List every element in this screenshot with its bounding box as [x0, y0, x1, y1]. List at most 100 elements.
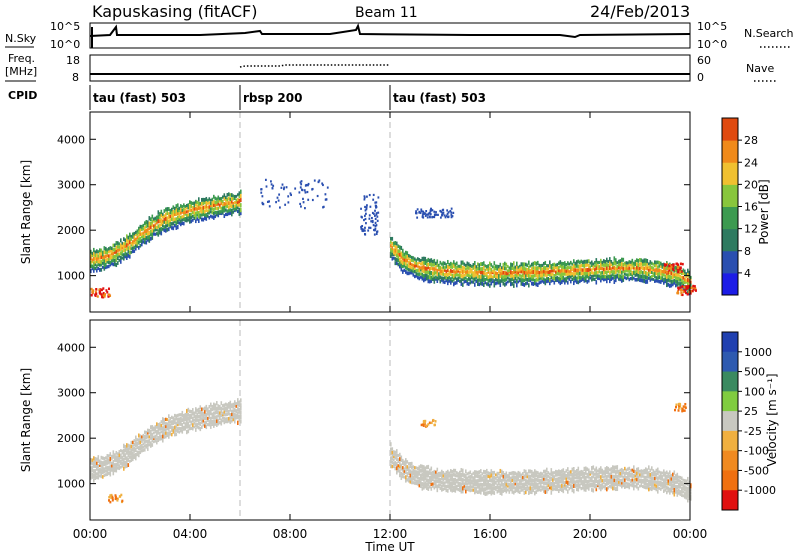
echo-cell — [187, 412, 190, 417]
echo-cell — [115, 257, 118, 263]
echo-cell — [142, 438, 145, 442]
echo-cell — [594, 271, 596, 275]
echo-cell — [414, 274, 416, 279]
echo-cell — [159, 422, 161, 426]
echo-cell — [553, 273, 556, 278]
echo-cell — [486, 477, 488, 482]
echo-cell — [582, 472, 584, 476]
echo-cell — [180, 211, 182, 215]
echo-cell — [603, 277, 605, 282]
echo-cell — [168, 212, 170, 217]
echo-cell — [405, 250, 407, 255]
echo-cell — [172, 426, 175, 430]
scatter-cell — [368, 193, 371, 197]
echo-cell — [157, 224, 160, 229]
echo-cell — [453, 269, 455, 274]
echo-cell — [225, 419, 227, 424]
echo-cell — [399, 461, 401, 466]
scatter-cell — [317, 180, 320, 183]
echo-cell — [576, 480, 578, 484]
echo-cell — [408, 462, 410, 466]
echo-cell — [540, 270, 542, 274]
echo-cell — [490, 267, 493, 272]
echo-cell — [504, 488, 506, 492]
cpid-segment-label: tau (fast) 503 — [393, 91, 486, 105]
echo-cell — [421, 256, 424, 261]
echo-cell — [240, 210, 242, 216]
echo-cell — [481, 478, 484, 482]
echo-cell — [543, 477, 545, 481]
strong-echo-cell — [90, 293, 93, 297]
echo-cell — [498, 268, 500, 272]
echo-cell — [511, 266, 514, 270]
scatter-cell — [450, 213, 453, 216]
echo-cell — [543, 266, 545, 270]
echo-cell — [433, 472, 436, 477]
echo-cell — [213, 423, 215, 428]
echo-cell — [478, 489, 481, 494]
echo-cell — [480, 277, 482, 282]
echo-cell — [459, 275, 461, 279]
echo-cell — [549, 476, 551, 480]
echo-cell — [547, 474, 550, 478]
echo-cell — [186, 417, 188, 422]
echo-cell — [229, 419, 232, 425]
echo-cell — [570, 272, 572, 276]
echo-cell — [688, 279, 691, 283]
echo-cell — [391, 450, 394, 455]
echo-cell — [496, 478, 499, 483]
echo-cell — [555, 485, 557, 489]
echo-cell — [150, 232, 152, 237]
echo-cell — [144, 437, 146, 441]
echo-cell — [391, 457, 394, 461]
y-tick-label: 4000 — [57, 341, 85, 354]
echo-cell — [204, 212, 206, 217]
echo-cell — [600, 265, 602, 271]
echo-cell — [423, 256, 425, 262]
echo-cell — [477, 484, 479, 489]
echo-cell — [673, 470, 676, 475]
echo-cell — [184, 212, 187, 216]
echo-cell — [502, 477, 505, 482]
echo-cell — [420, 468, 422, 473]
colorbar-segment — [722, 332, 738, 353]
echo-cell — [168, 222, 170, 227]
echo-cell — [528, 469, 530, 474]
echo-cell — [555, 276, 557, 280]
echo-cell — [520, 266, 523, 271]
echo-cell — [537, 260, 539, 266]
echo-cell — [426, 465, 428, 470]
echo-cell — [126, 238, 128, 243]
echo-cell — [481, 266, 484, 271]
echo-cell — [640, 270, 643, 274]
scatter-cell — [429, 213, 432, 216]
echo-cell — [94, 256, 97, 261]
echo-cell — [489, 474, 491, 479]
scatter-cell — [281, 183, 284, 186]
negative-velocity-cell — [675, 405, 678, 409]
echo-cell — [100, 248, 103, 253]
echo-cell — [673, 492, 676, 497]
echo-cell — [421, 276, 424, 281]
echo-cell — [631, 261, 634, 266]
echo-cell — [214, 419, 217, 424]
echo-cell — [597, 469, 599, 473]
echo-cell — [232, 402, 235, 406]
echo-cell — [591, 478, 593, 483]
echo-cell — [132, 246, 134, 250]
echo-cell — [435, 277, 437, 281]
echo-cell — [130, 458, 133, 463]
echo-cell — [568, 473, 571, 477]
echo-cell — [681, 486, 683, 491]
echo-cell — [166, 425, 169, 429]
echo-cell — [519, 479, 521, 483]
echo-cell — [618, 477, 620, 481]
echo-cell — [103, 467, 106, 471]
echo-cell — [208, 420, 211, 424]
echo-cell — [519, 474, 521, 478]
echo-cell — [231, 419, 233, 423]
echo-cell — [513, 278, 515, 284]
echo-cell — [190, 415, 193, 420]
echo-cell — [552, 478, 554, 482]
nsky-tick-bottom: 10^0 — [50, 38, 80, 51]
